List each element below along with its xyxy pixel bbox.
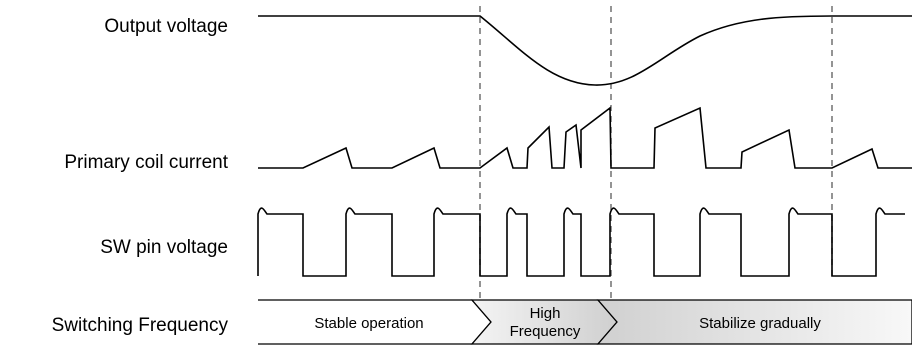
output-voltage-label: Output voltage — [104, 16, 228, 37]
phase-high-label-line1: High — [530, 305, 561, 322]
sw-pin-voltage-label: SW pin voltage — [100, 237, 228, 258]
primary-coil-current-label: Primary coil current — [64, 152, 228, 173]
phase-high-label-line2: Frequency — [510, 323, 581, 340]
primary-coil-current-waveform — [258, 106, 912, 169]
phase-stabilize-label: Stabilize gradually — [699, 315, 821, 332]
phase-stabilize-band — [596, 299, 912, 345]
switching-frequency-label: Switching Frequency — [52, 315, 229, 336]
phase-stable-label: Stable operation — [314, 315, 423, 332]
output-voltage-waveform — [258, 15, 912, 86]
sw-pin-voltage-waveform — [257, 207, 905, 277]
